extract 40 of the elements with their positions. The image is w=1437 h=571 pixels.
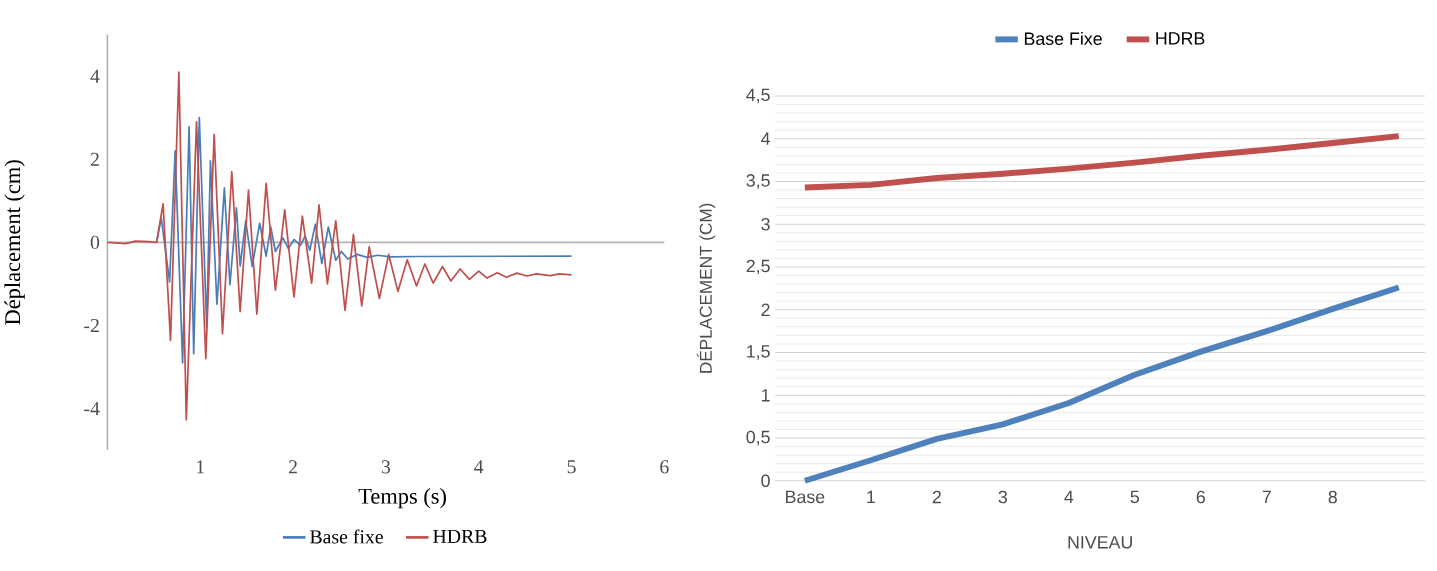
x-tick-label: 5 <box>567 460 576 474</box>
line-series <box>155 116 573 364</box>
y-tick-label: 1 <box>761 389 770 402</box>
line-series <box>106 71 573 421</box>
y-axis-title: Déplacement (cm) <box>4 160 25 325</box>
x-tick-label: 2 <box>932 490 941 504</box>
x-axis-title: NIVEAU <box>1068 536 1132 549</box>
legend-label: Base fixe <box>310 529 383 544</box>
y-tick-label: 2 <box>761 303 770 317</box>
x-tick-label: 4 <box>474 460 484 474</box>
x-tick-label: 1 <box>867 490 875 504</box>
y-tick-label: 1,5 <box>747 345 770 360</box>
x-tick-label: 8 <box>1328 490 1337 504</box>
y-tick-label: -2 <box>84 319 99 333</box>
x-tick-label: 5 <box>1130 490 1140 504</box>
y-tick-label: 4 <box>761 132 770 145</box>
x-tick-label: 6 <box>1196 490 1205 504</box>
y-tick-label: 4,5 <box>746 88 770 104</box>
y-tick-label: -4 <box>84 402 100 416</box>
x-tick-label: 6 <box>660 460 669 474</box>
y-axis-title: DÉPLACEMENT (CM) <box>696 203 716 373</box>
y-tick-label: 0 <box>761 474 770 488</box>
y-tick-label: 2 <box>90 152 99 166</box>
y-tick-label: 2,5 <box>746 259 770 275</box>
x-axis-title: Temps (s) <box>358 488 446 509</box>
x-tick-label: 3 <box>998 490 1007 504</box>
x-tick-label: 1 <box>197 460 204 474</box>
x-tick-label: 7 <box>1262 490 1271 504</box>
x-tick-label: 3 <box>381 460 391 474</box>
y-tick-label: 4 <box>90 69 100 83</box>
x-tick-label: 2 <box>288 460 297 474</box>
legend-label: Base Fixe <box>1024 32 1102 46</box>
y-tick-label: 3 <box>761 218 770 231</box>
x-tick-label: Base <box>786 490 825 504</box>
legend-label: HDRB <box>433 530 487 544</box>
x-tick-label: 4 <box>1064 490 1074 504</box>
y-tick-label: 3,5 <box>746 174 770 189</box>
y-tick-label: 0 <box>90 235 100 250</box>
y-tick-label: 0,5 <box>746 430 770 446</box>
legend-label: HDRB <box>1156 32 1205 45</box>
